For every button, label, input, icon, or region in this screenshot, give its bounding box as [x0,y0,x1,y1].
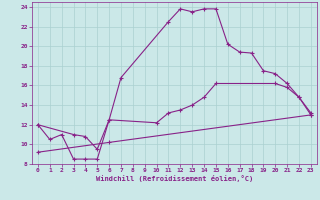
X-axis label: Windchill (Refroidissement éolien,°C): Windchill (Refroidissement éolien,°C) [96,175,253,182]
